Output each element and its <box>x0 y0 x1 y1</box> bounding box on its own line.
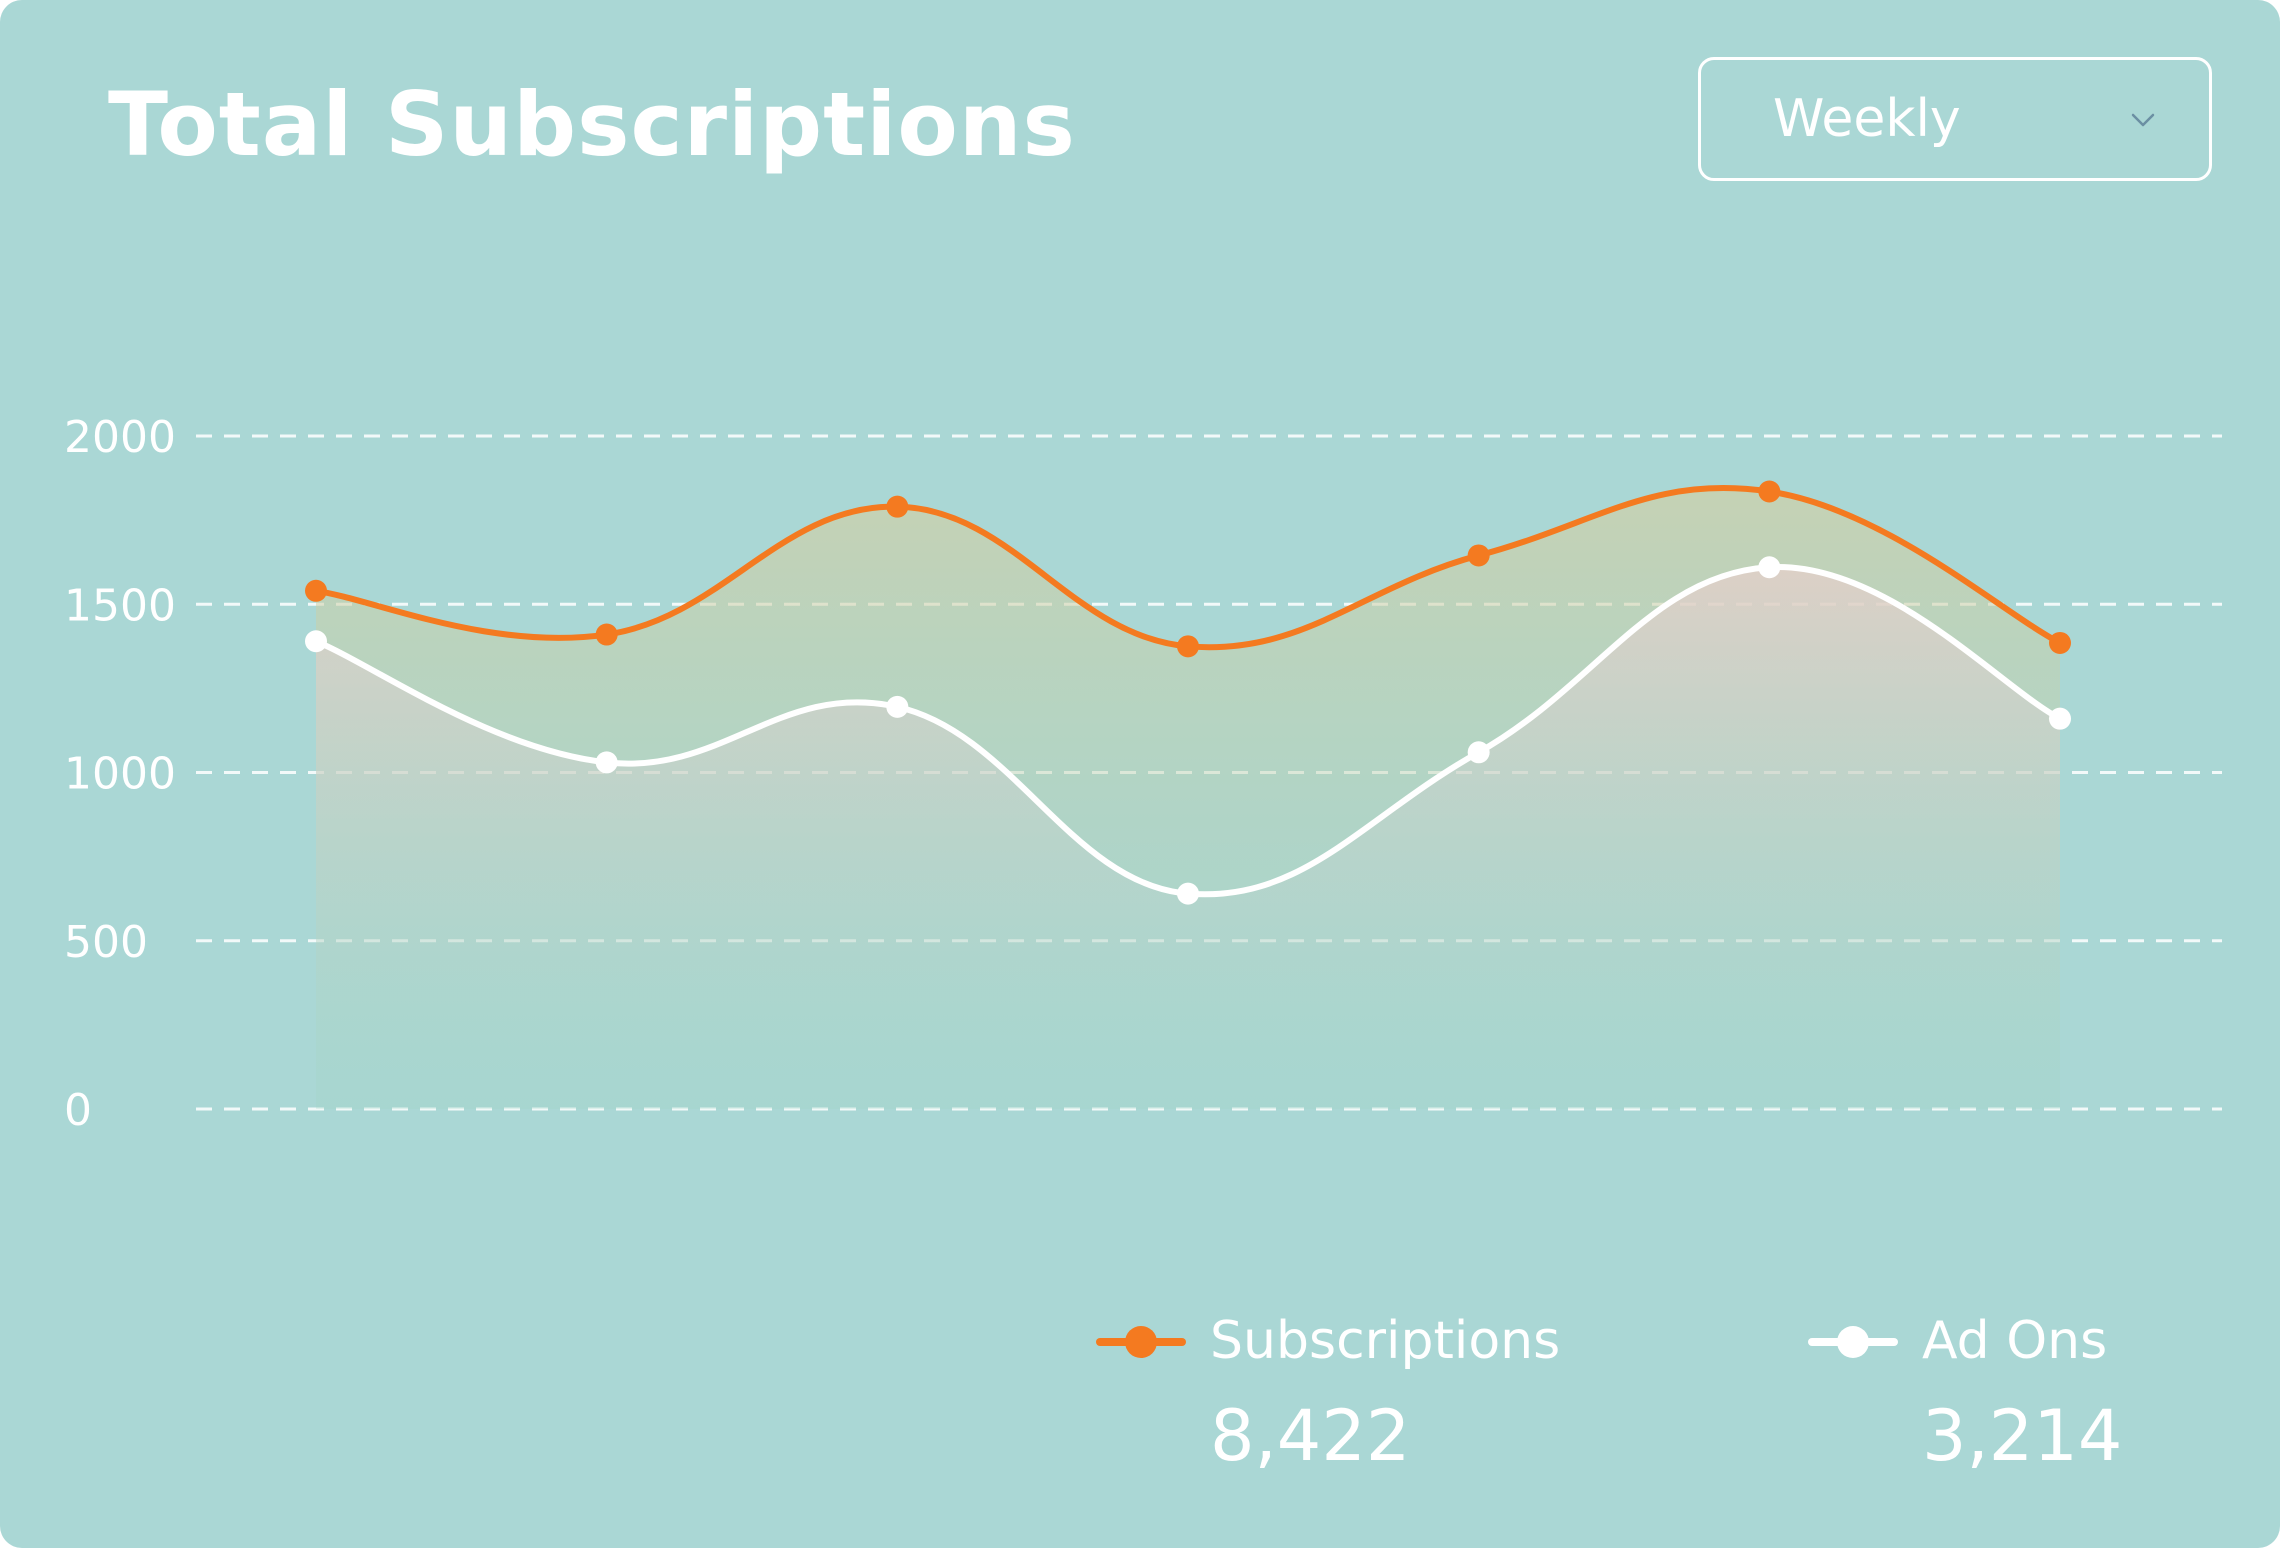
ad-ons-legend-label: Ad Ons <box>1922 1311 2108 1371</box>
subscriptions-legend-label: Subscriptions <box>1210 1311 1561 1371</box>
chevron-down-icon <box>2131 113 2155 127</box>
subscriptions-point[interactable] <box>1177 635 1199 658</box>
legend-subscriptions: Subscriptions 8,422 <box>1096 1310 1576 1510</box>
subscriptions-total: 8,422 <box>1210 1395 1411 1477</box>
area-fills <box>316 487 2060 1109</box>
ad-ons-point[interactable] <box>595 751 618 774</box>
data-points <box>305 480 2071 905</box>
y-tick-label: 1000 <box>64 749 176 800</box>
y-tick-label: 0 <box>64 1085 92 1136</box>
legend-ad-ons: Ad Ons 3,214 <box>1808 1310 2228 1510</box>
subscriptions-point[interactable] <box>1467 544 1490 567</box>
subscriptions-point[interactable] <box>595 623 618 646</box>
y-tick-label: 2000 <box>64 412 176 463</box>
subscriptions-point[interactable] <box>2049 631 2071 654</box>
ad-ons-total: 3,214 <box>1922 1395 2123 1477</box>
ad-ons-legend-marker <box>1808 1326 1898 1358</box>
ad-ons-point[interactable] <box>1467 741 1490 764</box>
y-tick-label: 1500 <box>64 580 176 631</box>
ad-ons-point[interactable] <box>2049 707 2071 730</box>
period-select-value: Weekly <box>1773 89 1961 149</box>
ad-ons-area <box>316 566 2060 1109</box>
ad-ons-point[interactable] <box>1177 882 1199 905</box>
y-tick-label: 500 <box>64 917 148 968</box>
ad-ons-point[interactable] <box>1758 556 1781 579</box>
period-select[interactable]: Weekly <box>1698 57 2212 181</box>
chart-title: Total Subscriptions <box>108 73 1076 176</box>
ad-ons-point[interactable] <box>886 695 909 718</box>
subscriptions-legend-marker <box>1096 1326 1186 1358</box>
subscriptions-point[interactable] <box>305 579 327 602</box>
ad-ons-point[interactable] <box>305 630 327 653</box>
subscriptions-point[interactable] <box>886 495 909 518</box>
y-axis: 0 500 1000 1500 2000 <box>64 412 176 1136</box>
subscriptions-point[interactable] <box>1758 480 1781 503</box>
